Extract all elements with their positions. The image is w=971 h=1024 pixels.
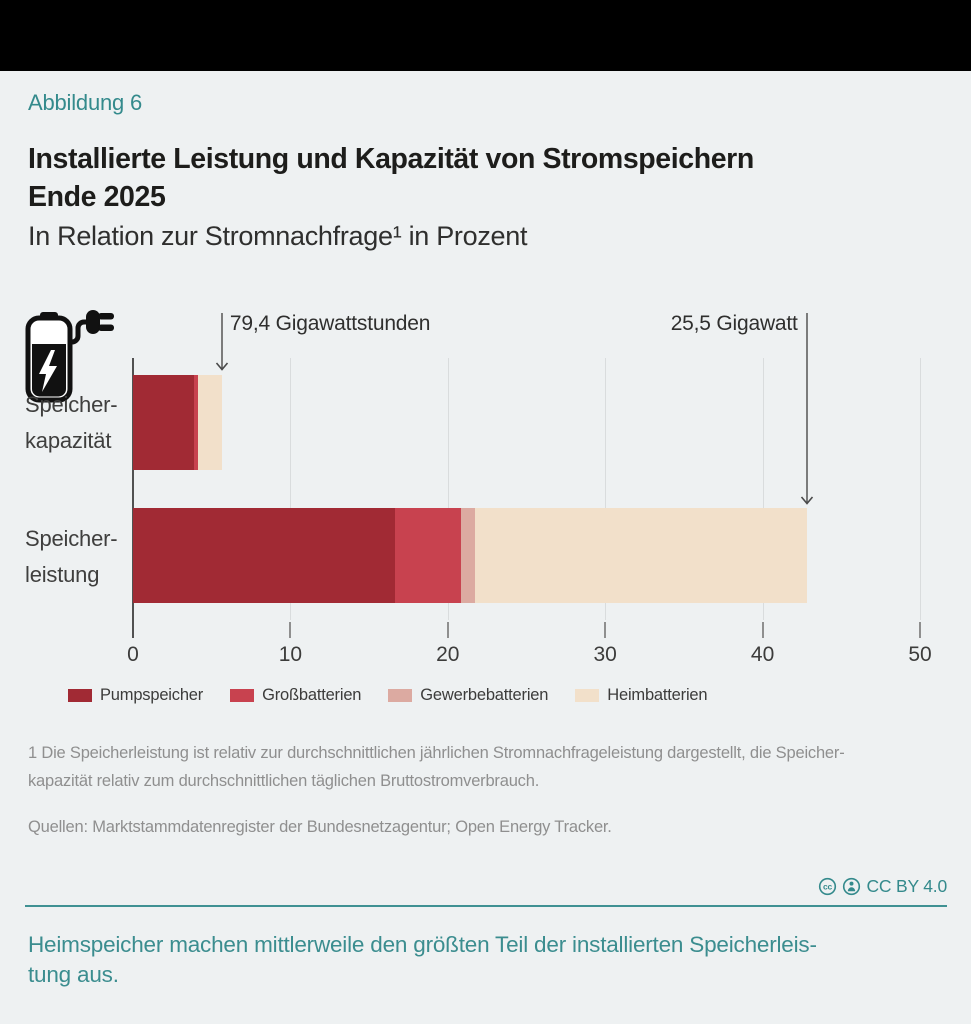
sources-text: Quellen: Marktstammdatenregister der Bun… [28, 818, 612, 836]
figure-title: Installierte Leistung und Kapazität von … [28, 143, 754, 213]
axis-tick-label: 10 [278, 643, 303, 666]
axis-tick-label: 0 [127, 643, 139, 666]
legend-swatch [388, 689, 413, 702]
chart-legend: Pumpspeicher Großbatterien Gewerbebatterie… [68, 686, 708, 705]
legend-label: Großbatterien [262, 686, 362, 704]
legend-swatch [575, 689, 600, 702]
legend-label: Gewerbebatterien [420, 686, 549, 704]
legend-label: Heimbatterien [607, 686, 708, 704]
gridline [290, 358, 292, 620]
license-badge[interactable]: cc CC BY 4.0 [818, 876, 947, 897]
bar-segment-pumpspeicher [133, 508, 396, 603]
bar-segment-pumpspeicher [133, 375, 194, 470]
takeaway-text: Heimspeicher machen mittlerweile den grö… [28, 932, 817, 987]
bar-segment-heimbatterien [198, 375, 222, 470]
annotation-arrow [215, 313, 229, 371]
figure-number: Abbildung 6 [28, 90, 143, 115]
bar-segment-großbatterien [193, 375, 198, 470]
axis-tick [919, 622, 921, 638]
axis-tick-label: 30 [593, 643, 617, 666]
legend-item: Großbatterien [230, 686, 361, 705]
bar-segment-gewerbebatterien [197, 375, 199, 470]
axis-tick [446, 622, 449, 638]
legend-label: Pumpspeicher [100, 686, 204, 704]
axis-tick-label: 40 [750, 643, 775, 666]
gridline [762, 358, 764, 620]
divider-rule [25, 905, 947, 907]
bar-segment-großbatterien [395, 508, 462, 603]
legend-swatch [68, 689, 92, 702]
bar-segment-gewerbebatterien [461, 508, 476, 603]
axis-tick [289, 622, 292, 638]
top-black-bar [0, 0, 971, 71]
gridline [605, 358, 607, 620]
gridline [920, 358, 921, 620]
battery-plug-icon [25, 310, 114, 403]
legend-item: Gewerbebatterien [388, 686, 548, 705]
axis-tick-label: 50 [908, 643, 932, 666]
row-label: Speicher- kapazität [25, 392, 118, 453]
legend-item: Pumpspeicher [68, 686, 203, 705]
license-label: CC BY 4.0 [866, 876, 947, 896]
axis-tick [604, 622, 607, 638]
axis-tick-label: 20 [436, 643, 460, 666]
cc-icon: cc [819, 877, 837, 896]
y-axis-line [132, 358, 134, 638]
axis-tick [761, 622, 764, 638]
annotation-label: 25,5 Gigawatt [670, 312, 798, 335]
figure-subtitle: In Relation zur Stromnachfrage¹ in Proze… [28, 221, 528, 251]
legend-swatch [230, 689, 255, 702]
footnote-text: 1 Die Speicherleistung ist relativ zur d… [28, 744, 845, 790]
row-label: Speicher- leistung [25, 526, 118, 587]
svg-text:cc: cc [823, 882, 833, 892]
annotation-arrow [800, 313, 813, 505]
legend-item: Heimbatterien [575, 686, 708, 705]
bar-segment-heimbatterien [475, 508, 807, 603]
gridline [447, 358, 449, 620]
attribution-icon [843, 877, 861, 896]
annotation-label: 79,4 Gigawattstunden [229, 312, 431, 335]
